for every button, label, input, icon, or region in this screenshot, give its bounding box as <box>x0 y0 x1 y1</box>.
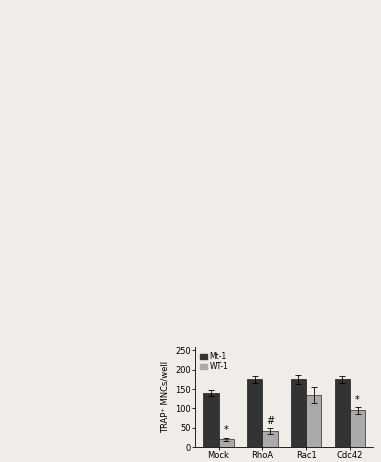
Bar <box>291 379 306 447</box>
Y-axis label: TRAP⁺ MNCs/well: TRAP⁺ MNCs/well <box>161 361 170 433</box>
Bar <box>203 393 219 447</box>
Bar <box>263 431 278 447</box>
Bar <box>247 379 263 447</box>
Bar <box>306 395 322 447</box>
Text: #: # <box>266 415 274 426</box>
Bar <box>219 439 234 447</box>
Text: *: * <box>224 425 229 435</box>
Bar <box>350 410 365 447</box>
Legend: Mt-1, WT-1: Mt-1, WT-1 <box>199 350 230 372</box>
Bar <box>335 379 350 447</box>
Text: *: * <box>355 395 360 405</box>
